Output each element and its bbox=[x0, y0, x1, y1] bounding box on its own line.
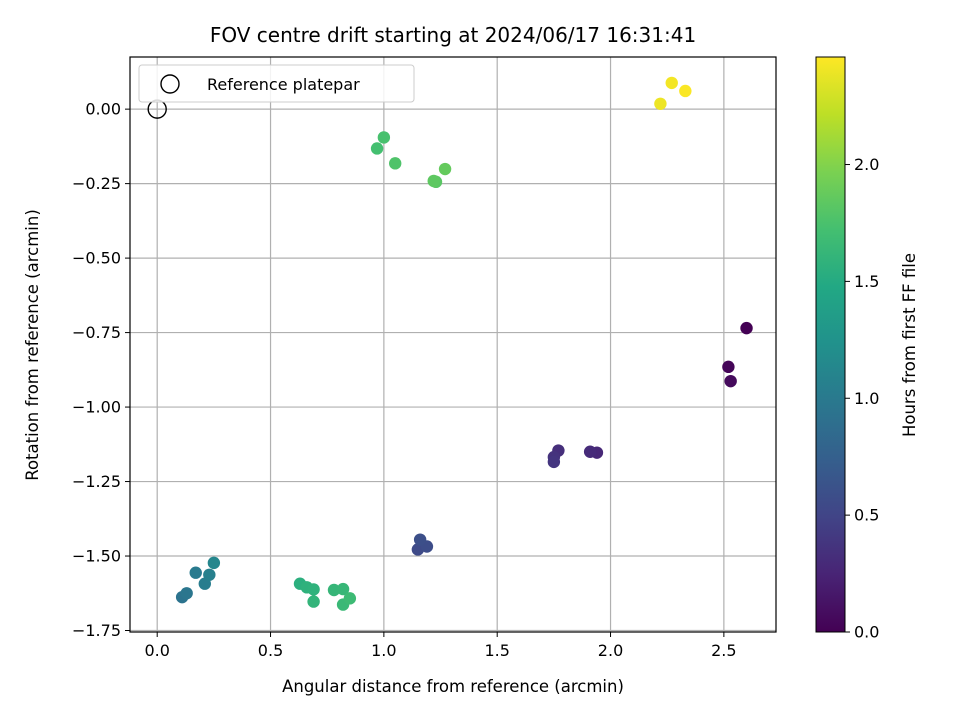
x-tick-label: 2.0 bbox=[598, 641, 623, 660]
chart-title: FOV centre drift starting at 2024/06/17 … bbox=[210, 23, 696, 47]
x-tick-label: 1.0 bbox=[371, 641, 396, 660]
y-tick-label: 0.00 bbox=[85, 100, 121, 119]
x-tick-label: 0.5 bbox=[258, 641, 283, 660]
data-point bbox=[203, 568, 216, 581]
data-point bbox=[307, 595, 320, 608]
data-point bbox=[583, 445, 597, 458]
plot-area bbox=[130, 57, 776, 632]
x-tick-label: 0.0 bbox=[144, 641, 169, 660]
data-point bbox=[740, 321, 753, 335]
y-tick-label: −1.50 bbox=[72, 547, 121, 566]
colorbar-tick-label: 2.0 bbox=[854, 155, 879, 174]
y-tick-label: −0.25 bbox=[72, 174, 121, 193]
colorbar-tick-label: 1.0 bbox=[854, 389, 879, 408]
data-point bbox=[377, 131, 391, 144]
data-point bbox=[180, 587, 193, 600]
y-tick-label: −0.50 bbox=[72, 249, 121, 268]
x-axis-label: Angular distance from reference (arcmin) bbox=[282, 677, 624, 696]
legend-box bbox=[138, 64, 415, 103]
data-point bbox=[438, 162, 452, 176]
axis-ticks: 0.0 0.5 1.0 1.5 2.0 2.5 0.00 −0.25 −0.50 −0.75 −1.… bbox=[72, 100, 737, 660]
data-points bbox=[175, 76, 753, 611]
colorbar-ticks: 0.0 0.5 1.0 1.5 2.0 bbox=[845, 155, 879, 642]
y-tick-label: −1.75 bbox=[72, 621, 121, 640]
data-point bbox=[336, 582, 350, 596]
legend: Reference platepar bbox=[138, 64, 415, 103]
legend-marker-icon bbox=[160, 74, 180, 94]
data-point bbox=[724, 374, 737, 388]
data-point bbox=[189, 566, 202, 579]
data-point bbox=[327, 583, 341, 597]
colorbar-tick-label: 0.0 bbox=[854, 623, 879, 642]
data-point bbox=[679, 84, 692, 98]
data-point bbox=[343, 592, 357, 605]
colorbar-label: Hours from first FF file bbox=[900, 253, 919, 437]
data-point bbox=[665, 76, 678, 90]
data-point bbox=[547, 455, 561, 469]
colorbar-tick-label: 1.5 bbox=[854, 272, 879, 291]
colorbar bbox=[815, 56, 846, 633]
data-point bbox=[427, 174, 440, 188]
plot-frame bbox=[129, 56, 777, 633]
legend-label: Reference platepar bbox=[207, 75, 360, 94]
y-tick-label: −1.25 bbox=[72, 472, 121, 491]
y-axis-label: Rotation from reference (arcmin) bbox=[23, 209, 42, 481]
colorbar-tick-label: 0.5 bbox=[854, 506, 879, 525]
y-tick-label: −0.75 bbox=[72, 323, 121, 342]
x-tick-label: 1.5 bbox=[484, 641, 509, 660]
data-point bbox=[654, 97, 667, 110]
data-point bbox=[207, 556, 221, 570]
x-tick-label: 2.5 bbox=[711, 641, 736, 660]
data-point bbox=[389, 157, 402, 170]
data-point bbox=[307, 583, 320, 596]
grid-lines bbox=[130, 57, 776, 632]
data-point bbox=[370, 142, 384, 155]
data-point bbox=[413, 533, 427, 546]
data-point bbox=[722, 360, 735, 374]
y-tick-label: −1.00 bbox=[72, 398, 121, 417]
